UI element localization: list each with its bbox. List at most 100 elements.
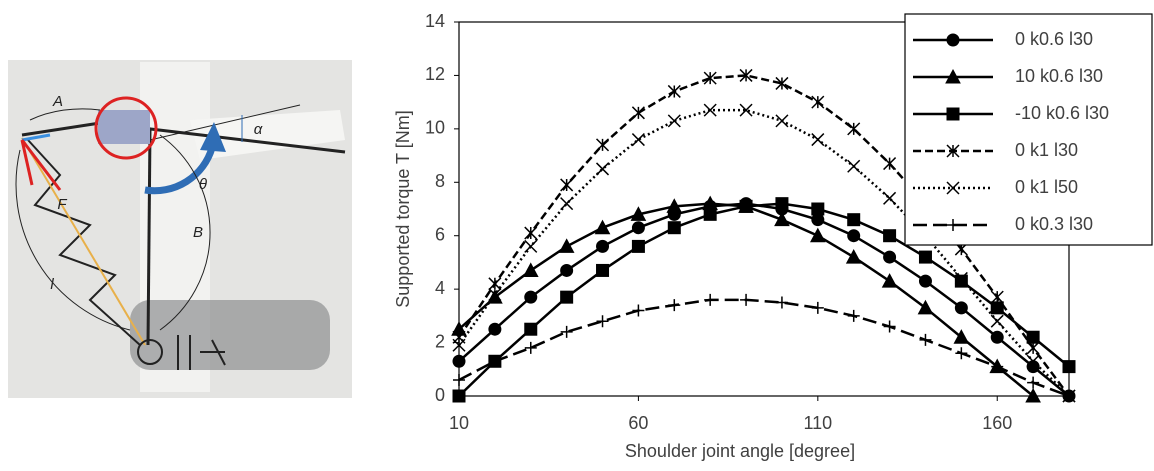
legend-label: 0 k0.6 l30: [1015, 29, 1093, 49]
marker: [488, 322, 502, 336]
series-line: [458, 298, 1070, 398]
marker: [452, 389, 466, 403]
marker: [704, 293, 717, 306]
marker: [990, 290, 1004, 304]
marker: [560, 197, 574, 211]
marker: [883, 157, 897, 171]
marker: [954, 274, 968, 288]
y-tick-label: 10: [425, 118, 445, 138]
marker: [667, 114, 681, 128]
marker: [990, 314, 1004, 328]
marker: [630, 206, 647, 221]
y-axis-label: Supported torque T [Nm]: [393, 110, 413, 307]
legend-item: -10 k0.6 l30: [913, 103, 1109, 123]
lever: [21, 121, 101, 137]
marker: [990, 330, 1004, 344]
marker: [1026, 354, 1040, 368]
x-tick-label: 110: [803, 413, 832, 433]
marker: [883, 229, 897, 243]
marker: [560, 263, 574, 277]
legend-label: 0 k1 l30: [1015, 140, 1078, 160]
marker: [703, 207, 717, 221]
marker: [991, 360, 1004, 373]
marker: [452, 354, 466, 368]
legend-item: 0 k0.3 l30: [913, 214, 1093, 234]
marker: [954, 301, 968, 315]
marker: [775, 296, 788, 309]
marker: [522, 262, 539, 277]
series-line: [458, 202, 1070, 397]
marker: [668, 299, 681, 312]
marker: [558, 238, 575, 253]
spring: [27, 139, 141, 346]
diagram-label: θ: [199, 176, 207, 193]
legend-marker: [946, 33, 960, 47]
y-tick-label: 0: [435, 385, 445, 405]
force-y: [20, 139, 34, 186]
force-x: [21, 133, 51, 142]
marker: [452, 338, 466, 352]
marker: [953, 329, 970, 344]
marker: [739, 199, 753, 213]
series-line: [457, 74, 1071, 397]
marker: [774, 211, 790, 227]
marker: [1027, 376, 1040, 389]
marker: [631, 106, 645, 120]
marker: [453, 373, 465, 386]
legend-box: [904, 13, 1153, 246]
marker: [740, 293, 753, 306]
marker: [595, 162, 610, 176]
marker: [631, 133, 645, 147]
marker: [775, 76, 789, 90]
marker: [1025, 387, 1041, 403]
diagram-labels: Aα θ F Bl: [50, 93, 262, 293]
diagram: Aα θ F Bl: [8, 60, 352, 398]
marker: [811, 95, 825, 109]
diagram-label: F: [57, 196, 67, 213]
x-tick-label: 10: [449, 413, 469, 433]
arm-shape: [190, 110, 345, 160]
joint: [98, 110, 150, 144]
marker: [739, 68, 753, 82]
marker: [1062, 360, 1076, 374]
marker: [594, 219, 611, 235]
dim-a: [29, 108, 101, 121]
marker: [667, 221, 681, 235]
marker: [918, 250, 932, 264]
marker: [488, 287, 502, 302]
marker: [881, 273, 898, 288]
marker: [919, 333, 932, 346]
marker: [1026, 341, 1040, 355]
series-line: [457, 108, 1070, 397]
legend-item: 0 k1 l30: [913, 140, 1078, 160]
y-tick-label: 14: [425, 11, 445, 31]
marker: [918, 274, 932, 288]
marker: [524, 239, 538, 253]
marker: [883, 320, 896, 333]
marker: [596, 239, 610, 253]
chart: 0 2 4 6 8 10 12 14 10 60 110 160 Supported torque T …: [393, 11, 1153, 461]
marker: [847, 159, 861, 173]
force: [20, 139, 62, 191]
legend-item: 0 k1 l50: [913, 177, 1078, 197]
marker: [954, 271, 968, 285]
dim-l: [15, 149, 131, 331]
marker: [595, 138, 610, 152]
legend-marker: [946, 144, 960, 158]
legend-marker: [947, 219, 959, 231]
y-tick-label: 8: [435, 171, 445, 191]
marker: [560, 325, 573, 338]
marker: [524, 322, 538, 336]
pulley: [137, 339, 163, 365]
legend-item: 0 k0.6 l30: [913, 29, 1093, 49]
joint-highlight: [94, 96, 158, 160]
x-axis-label: Shoulder joint angle [degree]: [625, 441, 855, 461]
marker: [524, 341, 537, 354]
y-tick-label: 4: [435, 278, 445, 298]
marker: [775, 197, 789, 211]
marker: [560, 178, 574, 192]
marker: [632, 304, 645, 317]
marker: [596, 315, 609, 328]
